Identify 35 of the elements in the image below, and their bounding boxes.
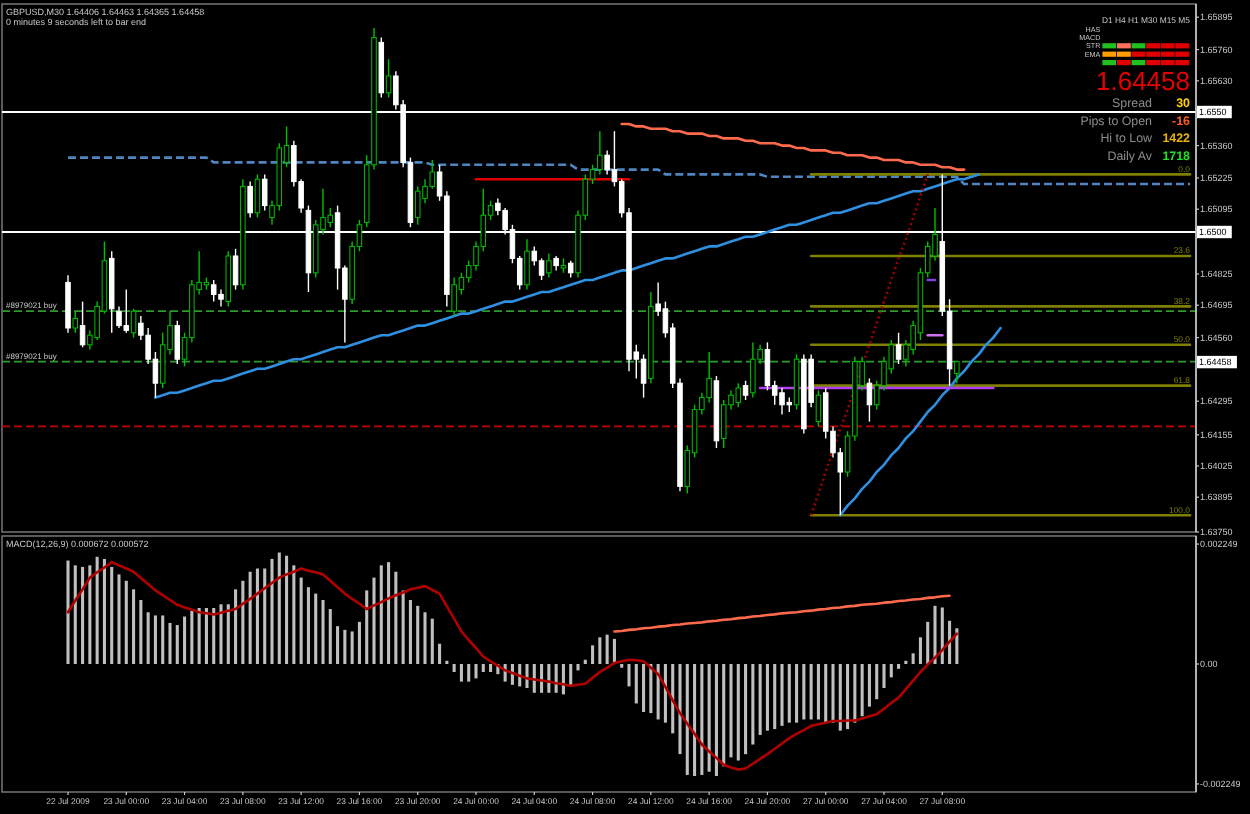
candlestick [954, 360, 960, 384]
candlestick [793, 353, 800, 411]
line-series [620, 122, 966, 171]
candlestick [79, 300, 86, 348]
line-series [66, 560, 959, 771]
candlestick [750, 341, 756, 399]
candlestick [123, 288, 130, 334]
candlestick [546, 252, 552, 279]
candlestick [524, 238, 530, 291]
line-series [613, 594, 951, 633]
text: 1.64458 [1096, 66, 1190, 96]
candlestick [815, 389, 822, 428]
line-series [154, 173, 981, 399]
candlestick [451, 276, 457, 317]
candlestick [65, 274, 71, 334]
candlestick [232, 248, 239, 291]
candlestick [538, 257, 545, 281]
line-series [809, 173, 930, 517]
candlestick [414, 185, 421, 226]
candlestick [764, 341, 771, 392]
candlestick [640, 353, 647, 399]
candlestick [174, 320, 181, 365]
candlestick [247, 180, 253, 219]
candlestick [261, 173, 268, 212]
candlestick [210, 279, 217, 303]
candlestick [225, 250, 232, 308]
candlestick [895, 332, 902, 365]
line-series [838, 326, 1002, 517]
candlestick [72, 310, 79, 334]
candlestick [735, 382, 742, 408]
candlestick [742, 380, 749, 401]
candlestick [779, 387, 785, 416]
candlestick [597, 130, 603, 176]
candlestick [604, 149, 610, 176]
candlestick [385, 58, 392, 99]
